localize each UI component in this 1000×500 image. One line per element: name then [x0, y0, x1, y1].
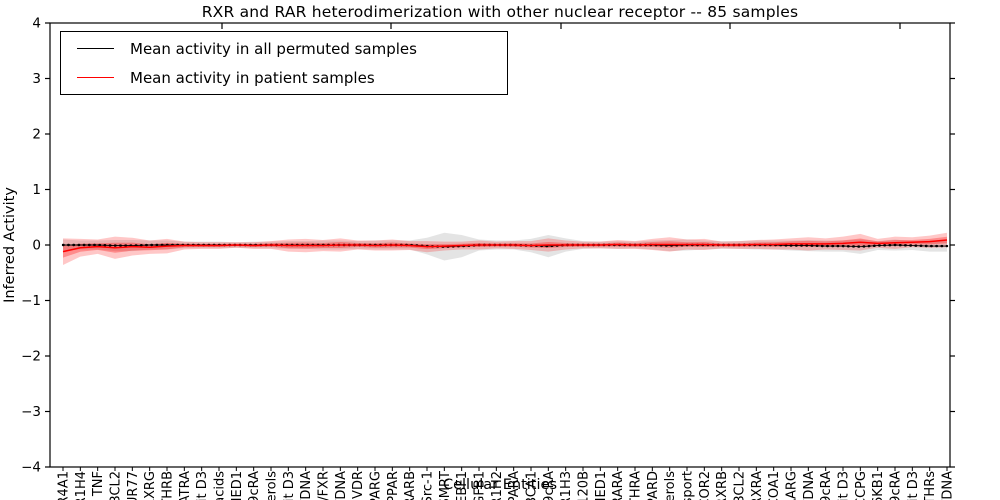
- x-tick-label: RARs/THRs/DNA/Src-1: [421, 471, 436, 500]
- x-tick-label: RXRs/NUR77/BCL2: [109, 471, 124, 500]
- legend-entry-patient: Mean activity in patient samples: [61, 64, 507, 92]
- y-tick-label: 4: [32, 16, 41, 32]
- x-tick-label: MED1: [594, 471, 609, 500]
- x-tick-label: VDR/VDR/Vit D3: [282, 471, 297, 500]
- x-tick-label: mol:Oxysterols: [265, 471, 280, 500]
- x-tick-label: mol:9cRA: [247, 471, 262, 500]
- x-tick-label: RXRs/FXR/9cRA/MED1: [230, 471, 245, 500]
- x-tick-label: RXRs/RXRs/DNA/9cRA: [819, 471, 834, 500]
- x-tick-label: RARs/THRs: [923, 471, 938, 500]
- y-axis-title: Inferred Activity: [2, 187, 18, 303]
- x-tick-label: mol:Bile acids: [213, 471, 228, 500]
- x-tick-label: THRB: [161, 471, 176, 500]
- x-tick-label: RARs/VDR/DNA/Vit D3: [906, 471, 921, 500]
- x-tick-label: cholesterol transport: [681, 471, 696, 500]
- chart-title: RXR and RAR heterodimerization with othe…: [201, 3, 799, 21]
- legend-line-sample-black: [77, 48, 114, 49]
- y-tick-label: 0: [32, 238, 41, 254]
- x-tick-label: PPARG: [369, 471, 384, 500]
- x-tick-label: NCOR2: [698, 471, 713, 500]
- x-tick-label: RXRs/PPAR: [386, 471, 401, 500]
- y-tick-label: −4: [21, 460, 41, 476]
- x-tick-label: RARA: [611, 471, 626, 500]
- x-axis-title: Cellular Entities: [442, 477, 558, 493]
- x-tick-label: THRA: [629, 471, 644, 500]
- x-tick-label: SREBF1: [455, 471, 470, 500]
- patient-mean-line: [62, 239, 948, 253]
- x-tick-label: RXRs/LXRs/DNA/9cRA: [542, 471, 557, 500]
- y-tick-label: −2: [21, 349, 41, 365]
- legend-line-sample-red: [77, 77, 114, 78]
- legend-entry-permuted: Mean activity in all permuted samples: [61, 35, 507, 63]
- x-tick-label: RXRA: [750, 471, 765, 500]
- x-tick-label: NCOA1: [767, 471, 782, 500]
- x-tick-label: NR1H3: [559, 471, 574, 500]
- x-tick-label: RXRs/FXR: [317, 471, 332, 500]
- x-tick-label: RXRs/PPAR/9cRA/PGJ2/DNA: [802, 471, 817, 500]
- x-tick-label: NR1H2: [490, 471, 505, 500]
- x-tick-label: FAM120B: [577, 471, 592, 500]
- x-tick-label: PPARA: [507, 471, 522, 500]
- x-tick-label: RXRs/VDR/DNA/Vit D3: [837, 471, 852, 500]
- patient-sem-band: [63, 236, 947, 258]
- patient-std-band: [63, 232, 947, 265]
- x-tick-label: RXRs/LXRs/DNA: [941, 471, 956, 500]
- x-tick-label: PPARD: [646, 471, 661, 500]
- x-tick-label: NR4A1: [57, 471, 72, 500]
- x-tick-label: RPS6KB1: [871, 471, 886, 500]
- x-tick-label: BCL2: [733, 471, 748, 500]
- y-tick-label: 3: [32, 71, 41, 87]
- x-tick-label: NR1H4: [74, 471, 89, 500]
- x-tick-label: TGFB1: [473, 471, 488, 500]
- legend-label-permuted: Mean activity in all permuted samples: [130, 39, 417, 58]
- y-tick-label: 2: [32, 127, 41, 143]
- permuted-std-band: [63, 232, 947, 261]
- x-tick-label: ABCA1: [525, 471, 540, 500]
- x-tick-label: VDR/Vit D3/DNA: [299, 471, 314, 500]
- legend: Mean activity in all permuted samples Me…: [60, 31, 508, 95]
- x-tick-label: RARs/RARs/DNA/9cRA: [889, 471, 904, 500]
- x-tick-label: RXRB: [715, 471, 730, 500]
- x-tick-label: RXRs/NUR77: [126, 471, 141, 500]
- x-tick-label: mol:ATRA: [178, 471, 193, 500]
- y-tick-label: 1: [32, 182, 41, 198]
- x-tick-label: mol:Vit D3: [195, 471, 210, 500]
- x-tick-label: TNF: [91, 471, 106, 497]
- x-tick-label: RXR alpha/CCPG: [854, 471, 869, 500]
- x-tick-label: RARs/THRs/DNA/SMRT: [438, 471, 453, 500]
- x-tick-label: VDR: [351, 471, 366, 499]
- y-tick-label: −3: [21, 404, 41, 420]
- x-tick-label: RARB: [403, 471, 418, 500]
- legend-label-patient: Mean activity in patient samples: [130, 68, 375, 87]
- y-tick-label: −1: [21, 293, 41, 309]
- x-tick-label: VDR/VDR/DNA: [334, 471, 349, 500]
- x-tick-label: RARG: [785, 471, 800, 500]
- x-tick-label: RXRG: [143, 471, 158, 500]
- x-tick-label: RXRs/LXRs/DNA/Oxysterols: [663, 471, 678, 500]
